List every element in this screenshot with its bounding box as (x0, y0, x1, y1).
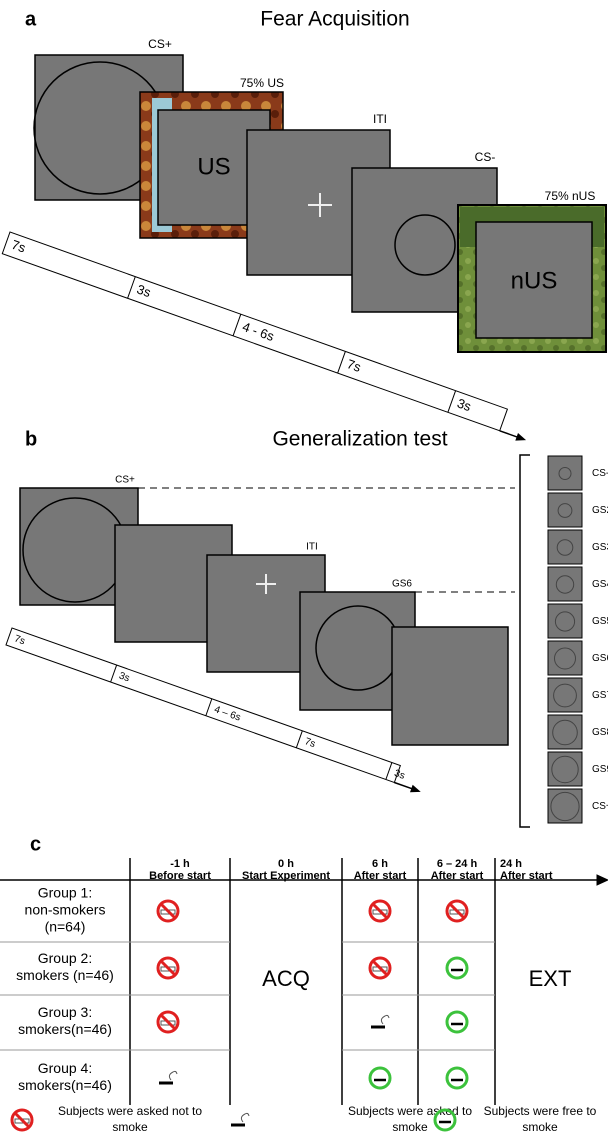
icon-free (447, 1068, 467, 1088)
stimulus-label: GS9 (592, 764, 608, 775)
stimulus-box (548, 752, 582, 786)
stimulus-label: GS7 (592, 690, 608, 701)
panel-title: Generalization test (272, 428, 447, 451)
screen-label: 75% nUS (545, 189, 596, 203)
stimulus-label: GS2 (592, 505, 608, 516)
group-label: Group 3: (38, 1004, 92, 1020)
slash (450, 904, 464, 918)
group-label: Group 2: (38, 950, 92, 966)
icon-free (447, 1012, 467, 1032)
icon-no (158, 1012, 178, 1032)
group-label: Group 4: (38, 1060, 92, 1076)
group-label: smokers (n=46) (16, 967, 114, 983)
screen-label: CS+ (148, 37, 172, 51)
screen-text: US (197, 153, 230, 180)
stimulus-label: GS5 (592, 616, 608, 627)
screen-label: ITI (373, 112, 387, 126)
column-header: After start (500, 870, 553, 882)
phase-label: EXT (529, 966, 572, 991)
acquisition-screens (34, 55, 606, 352)
screen-text: nUS (511, 267, 558, 294)
icon-no (370, 901, 390, 921)
screen-label: 75% US (240, 76, 284, 90)
phase-label: ACQ (262, 966, 310, 991)
column-header: After start (431, 870, 484, 882)
icon-no (12, 1110, 32, 1130)
column-header: 6 h (372, 858, 388, 870)
icon-no (158, 901, 178, 921)
panel-label: c (30, 833, 41, 855)
screen-label: ITI (306, 542, 318, 553)
stimulus-box (548, 456, 582, 490)
legend-text: smoke (392, 1120, 428, 1134)
icon-no (447, 901, 467, 921)
stimulus-box (548, 641, 582, 675)
slash (373, 904, 387, 918)
panel-title: Fear Acquisition (260, 8, 409, 31)
column-header: 0 h (278, 858, 294, 870)
group-label: smokers(n=46) (18, 1077, 112, 1093)
arrow-head (410, 785, 422, 796)
stimulus-box (548, 789, 582, 823)
slash (161, 1015, 175, 1029)
stimulus-box (548, 604, 582, 638)
slash (373, 961, 387, 975)
icon-free (447, 958, 467, 978)
group-label: non-smokers (25, 902, 106, 918)
column-header: 6 – 24 h (437, 858, 478, 870)
panel-label: a (25, 8, 37, 30)
group-label: smokers(n=46) (18, 1021, 112, 1037)
screen-label: CS- (475, 150, 496, 164)
column-header: After start (354, 870, 407, 882)
stimulus-label: GS8 (592, 727, 608, 738)
generalization-screens (20, 455, 530, 827)
slash (161, 904, 175, 918)
ring (370, 1068, 390, 1088)
ring (447, 1012, 467, 1032)
icon-smoke (371, 1015, 389, 1027)
arrow-head (515, 433, 527, 444)
slash (161, 961, 175, 975)
ring (447, 958, 467, 978)
stimulus-label: CS- (592, 468, 608, 479)
smoke-puff (169, 1071, 177, 1080)
icon-free (370, 1068, 390, 1088)
figure: a Fear Acquisition CS+ 75% US US ITI CS- 75% nU… (0, 0, 608, 1137)
stimulus-box (548, 567, 582, 601)
smoke-puff (241, 1113, 249, 1122)
icon-no (370, 958, 390, 978)
stimulus-box (548, 493, 582, 527)
column-header: Start Experiment (242, 870, 330, 882)
stimulus-box (548, 530, 582, 564)
smoke-puff (381, 1015, 389, 1024)
ring (447, 1068, 467, 1088)
legend-text: Subjects were free to (484, 1104, 597, 1118)
legend-text: smoke (522, 1120, 558, 1134)
panel-label: b (25, 428, 37, 450)
icon-smoke (159, 1071, 177, 1083)
stimulus-label: GS6 (592, 653, 608, 664)
screen-label: CS+ (115, 475, 135, 486)
icon-smoke (231, 1113, 249, 1125)
slash (15, 1113, 29, 1127)
column-header: Before start (149, 870, 211, 882)
stimulus-label: CS+ (592, 801, 608, 812)
icon-no (158, 958, 178, 978)
group-label: (n=64) (45, 919, 86, 935)
stimulus-label: GS4 (592, 579, 608, 590)
column-header: -1 h (170, 858, 190, 870)
screen-label: GS6 (392, 579, 412, 590)
legend-text: smoke (112, 1120, 148, 1134)
column-header: 24 h (500, 858, 522, 870)
legend-text: Subjects were asked not to (58, 1104, 202, 1118)
group-label: Group 1: (38, 885, 92, 901)
stimulus-label: GS3 (592, 542, 608, 553)
